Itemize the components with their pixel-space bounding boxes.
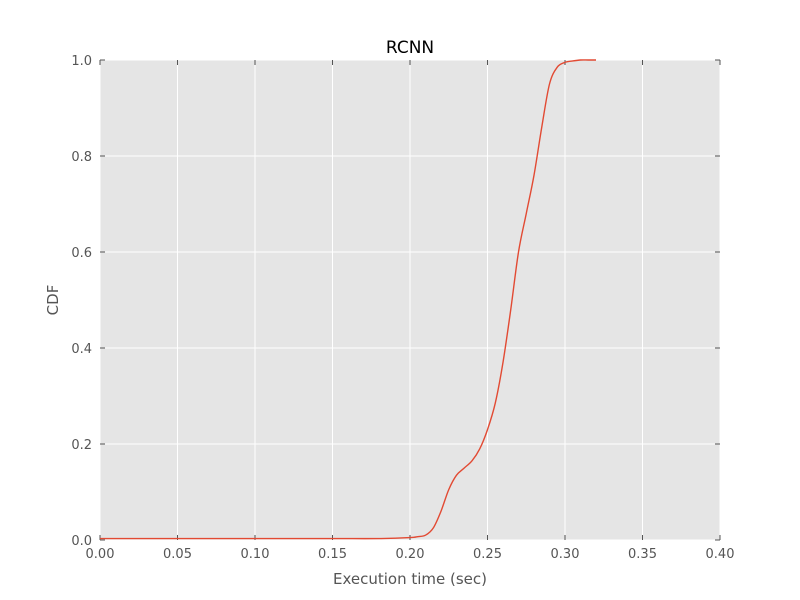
axis-ticks: 0.00 0.05 0.10 0.15 0.20 0.25 0.30 0.35 0.40 0.0 0… bbox=[71, 54, 734, 562]
y-tick-label: 1.0 bbox=[71, 54, 92, 69]
x-tick-label: 0.25 bbox=[473, 547, 502, 562]
x-axis-label: Execution time (sec) bbox=[333, 570, 487, 588]
x-tick-label: 0.10 bbox=[241, 547, 270, 562]
x-tick-label: 0.35 bbox=[628, 547, 657, 562]
y-tick-label: 0.4 bbox=[71, 342, 92, 357]
x-tick-label: 0.15 bbox=[318, 547, 347, 562]
x-tick-label: 0.05 bbox=[163, 547, 192, 562]
y-axis-label: CDF bbox=[44, 285, 62, 316]
cdf-line bbox=[100, 59, 596, 540]
x-tick-label: 0.40 bbox=[706, 547, 735, 562]
y-tick-label: 0.0 bbox=[71, 534, 92, 549]
x-tick-label: 0.00 bbox=[86, 547, 115, 562]
y-tick-label: 0.6 bbox=[71, 246, 92, 261]
y-tick-label: 0.8 bbox=[71, 150, 92, 165]
y-tick-label: 0.2 bbox=[71, 438, 92, 453]
x-tick-label: 0.30 bbox=[551, 547, 580, 562]
chart-title: RCNN bbox=[386, 38, 434, 58]
x-tick-label: 0.20 bbox=[396, 547, 425, 562]
